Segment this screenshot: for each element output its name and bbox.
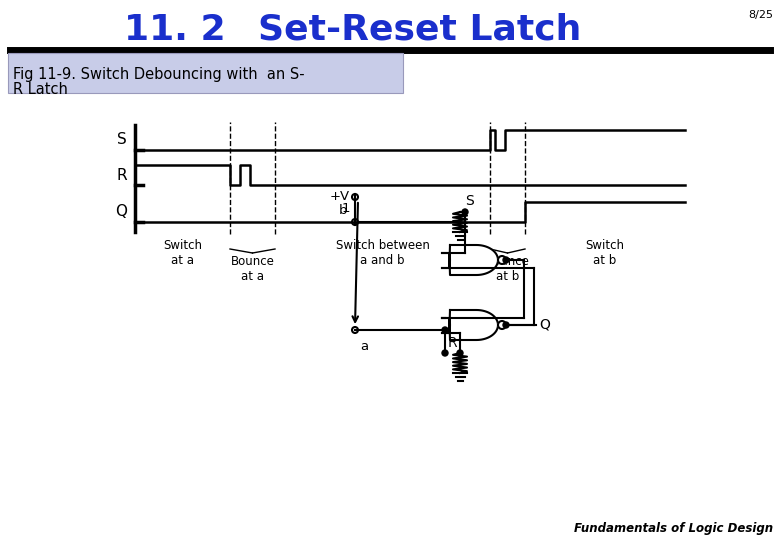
Text: 11. 2: 11. 2 — [124, 13, 226, 47]
Text: R: R — [116, 167, 127, 183]
Text: 8/25: 8/25 — [748, 10, 773, 20]
Text: R Latch: R Latch — [13, 82, 68, 97]
Circle shape — [503, 257, 509, 263]
Text: Q: Q — [539, 318, 550, 332]
Text: Q: Q — [115, 205, 127, 219]
Text: +V: +V — [330, 191, 350, 204]
Text: Fundamentals of Logic Design: Fundamentals of Logic Design — [574, 522, 773, 535]
FancyBboxPatch shape — [8, 53, 403, 93]
Text: Fig 11-9. Switch Debouncing with  an S-: Fig 11-9. Switch Debouncing with an S- — [13, 66, 305, 82]
Circle shape — [503, 322, 509, 328]
Polygon shape — [449, 310, 498, 340]
Text: Switch
at b: Switch at b — [586, 239, 625, 267]
Circle shape — [442, 350, 448, 356]
Polygon shape — [449, 245, 498, 275]
Circle shape — [457, 350, 463, 356]
Text: Switch between
a and b: Switch between a and b — [335, 239, 430, 267]
Text: Switch
at a: Switch at a — [163, 239, 202, 267]
Text: a: a — [360, 340, 368, 353]
Text: Bounce
at a: Bounce at a — [231, 255, 275, 283]
Circle shape — [462, 209, 468, 215]
Text: S: S — [465, 194, 473, 208]
Text: Set-Reset Latch: Set-Reset Latch — [258, 13, 582, 47]
Circle shape — [498, 321, 506, 329]
Circle shape — [442, 327, 448, 333]
Text: Bounce
at b: Bounce at b — [486, 255, 530, 283]
Text: R: R — [448, 336, 457, 350]
Text: 1: 1 — [342, 202, 350, 215]
Circle shape — [498, 256, 506, 264]
Text: S: S — [117, 132, 127, 147]
Text: b: b — [339, 204, 347, 217]
